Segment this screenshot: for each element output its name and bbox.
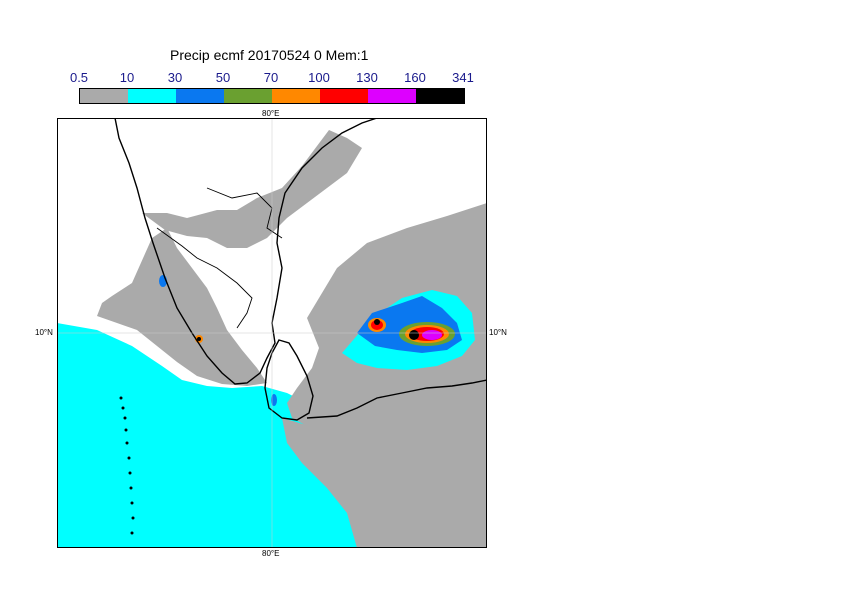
map-frame	[57, 118, 487, 548]
precip-map	[57, 118, 487, 548]
legend-tick: 100	[308, 70, 330, 85]
legend-tick: 30	[167, 70, 183, 85]
lon-label-top: 80°E	[262, 109, 280, 118]
legend-tick: 10	[119, 70, 135, 85]
precip-cell-blue	[271, 394, 277, 406]
legend-tick: 50	[215, 70, 231, 85]
legend-swatch	[176, 89, 224, 103]
precip-cell-black	[374, 319, 380, 325]
legend-swatch	[80, 89, 128, 103]
coastline-srilanka	[264, 339, 314, 421]
precip-core-black	[409, 330, 419, 340]
legend-swatch	[224, 89, 272, 103]
region-border	[206, 187, 283, 239]
lat-label-right: 10°N	[489, 328, 507, 337]
legend-color-bar	[79, 88, 465, 104]
lon-label-bottom: 80°E	[262, 549, 280, 558]
precip-area-grey-south	[282, 418, 487, 548]
legend-tick: 341	[452, 70, 474, 85]
legend-tick: 160	[404, 70, 426, 85]
legend-swatch	[416, 89, 464, 103]
legend-swatch	[320, 89, 368, 103]
legend-swatch	[128, 89, 176, 103]
precip-area-grey-west	[97, 228, 267, 386]
island-group	[119, 396, 135, 535]
coastline-peninsula	[114, 118, 378, 385]
legend-swatch	[368, 89, 416, 103]
precip-area-grey-north	[142, 130, 362, 248]
precip-cell-small-core	[197, 337, 201, 341]
legend-tick: 70	[263, 70, 279, 85]
chart-title: Precip ecmf 20170524 0 Mem:1	[170, 47, 369, 63]
legend-tick: 0.5	[69, 70, 89, 85]
track-line	[306, 379, 487, 419]
region-border	[156, 227, 253, 329]
legend-tick: 130	[356, 70, 378, 85]
legend-swatch	[272, 89, 320, 103]
precip-core-magenta	[422, 330, 442, 340]
lat-label-left: 10°N	[35, 328, 53, 337]
color-legend: 0.5 10 30 50 70 100 130 160 341	[62, 70, 482, 110]
